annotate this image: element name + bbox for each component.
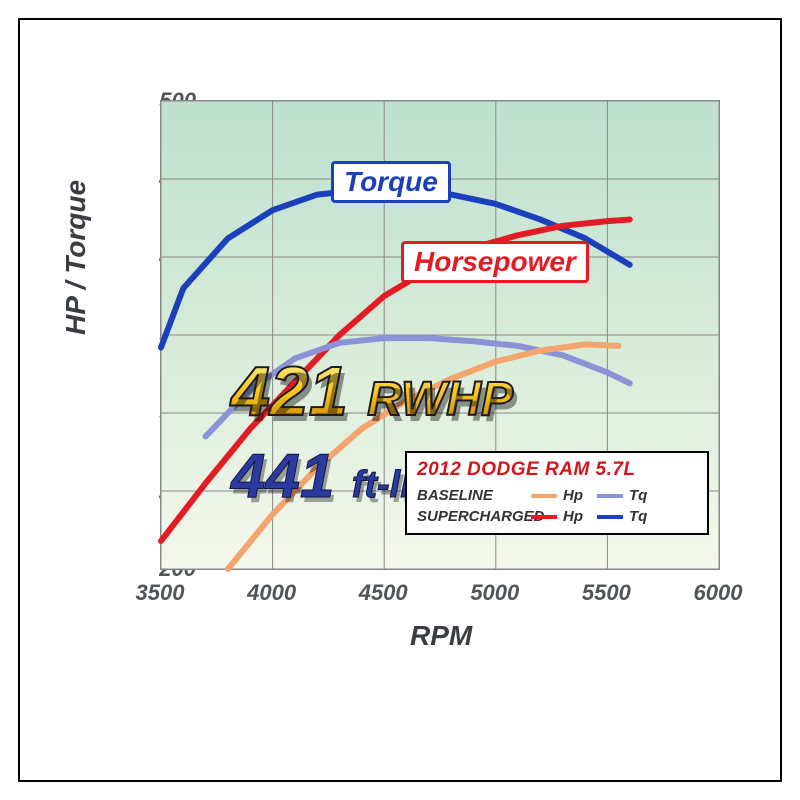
legend-col-tq: Tq — [629, 485, 647, 506]
chart-frame: 200250300350400450500 350040004500500055… — [18, 18, 782, 782]
legend-box: 2012 DODGE RAM 5.7L BASELINE Hp Tq SUPER… — [405, 451, 709, 535]
legend-swatch-hp — [531, 515, 557, 519]
x-tick: 5500 — [576, 580, 636, 606]
legend-label: BASELINE — [417, 485, 525, 506]
plot-area: TorqueHorsepower 421 RWHP 441 ft-lbs 201… — [160, 100, 720, 570]
x-tick: 6000 — [688, 580, 748, 606]
legend-row: SUPERCHARGED Hp Tq — [417, 506, 697, 527]
hp-value: 421 — [231, 352, 348, 430]
tq-value: 441 — [231, 442, 334, 511]
callout-torque: Torque — [331, 161, 451, 203]
x-axis-label: RPM — [410, 620, 472, 652]
legend-swatch-hp — [531, 494, 557, 498]
y-axis-label: HP / Torque — [60, 180, 92, 335]
legend-swatch-tq — [597, 494, 623, 498]
legend-title: 2012 DODGE RAM 5.7L — [417, 459, 697, 481]
legend-swatch-tq — [597, 515, 623, 519]
x-tick: 4500 — [353, 580, 413, 606]
legend-col-tq: Tq — [629, 506, 647, 527]
x-tick: 3500 — [130, 580, 190, 606]
legend-col-hp: Hp — [563, 506, 583, 527]
hp-unit: RWHP — [367, 373, 513, 426]
callout-horsepower: Horsepower — [401, 241, 589, 283]
x-tick: 4000 — [242, 580, 302, 606]
dyno-chart: 200250300350400450500 350040004500500055… — [70, 80, 770, 680]
x-tick: 5000 — [465, 580, 525, 606]
legend-col-hp: Hp — [563, 485, 583, 506]
legend-row: BASELINE Hp Tq — [417, 485, 697, 506]
headline-hp: 421 RWHP — [231, 351, 513, 431]
legend-label: SUPERCHARGED — [417, 506, 525, 527]
